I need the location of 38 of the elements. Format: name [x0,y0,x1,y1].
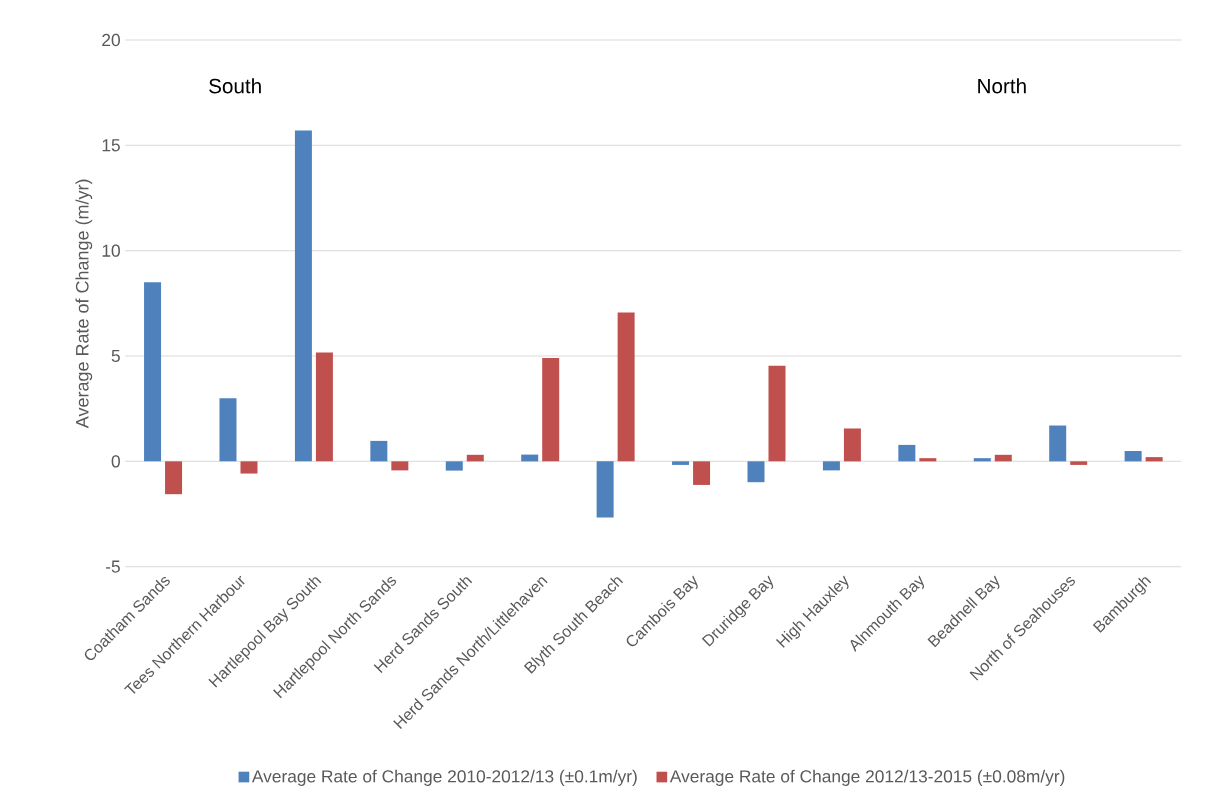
bar [596,461,614,518]
bar [391,461,409,471]
bar [370,440,388,462]
y-tick-label: 10 [102,244,120,257]
bar [144,282,162,462]
bar [919,458,937,462]
bar [693,461,711,485]
y-tick-label: 0 [111,455,120,468]
bar [165,461,183,495]
bar [672,461,690,465]
bar [1124,451,1142,462]
bar [315,352,333,462]
bar [898,444,916,462]
bar [843,428,861,462]
bar [822,461,840,471]
y-tick-label: 5 [111,349,120,363]
legend-label: Average Rate of Change 2010-2012/13 (±0.1m/yr) [251,769,637,786]
bar [1049,425,1067,462]
bar [445,461,463,471]
bar [1145,457,1163,462]
y-tick-label: 15 [102,139,120,152]
bar [617,312,635,462]
bar [1070,461,1088,465]
bar [973,458,991,462]
annotation: North [978,78,1026,94]
bar [994,454,1012,462]
bar [768,365,786,462]
bar [542,358,560,462]
y-axis-title: Average Rate of Change (m/yr) [75,179,93,429]
bar [294,130,312,462]
bar [466,454,484,462]
bar [240,461,258,474]
bar [747,461,765,483]
legend-label: Average Rate of Change 2012/13-2015 (±0.08m/yr) [669,769,1065,786]
bar [219,398,237,462]
annotation: South [209,78,261,94]
y-tick-label: 20 [102,33,120,47]
y-tick-label: -5 [105,560,120,573]
